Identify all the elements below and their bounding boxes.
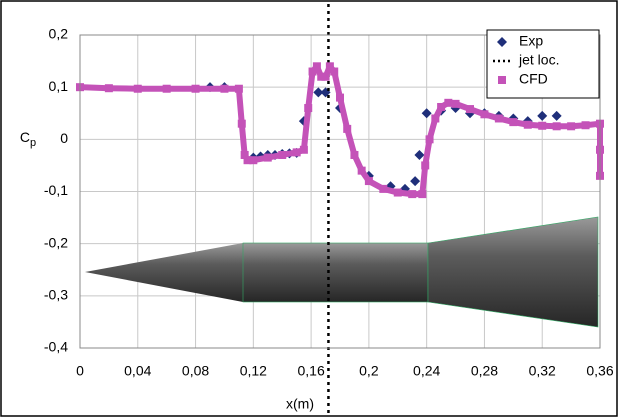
point	[220, 85, 228, 93]
legend-label: Exp	[519, 33, 543, 49]
point	[498, 76, 506, 84]
point	[105, 84, 113, 92]
point	[300, 146, 308, 154]
point	[264, 154, 272, 162]
point	[394, 189, 402, 197]
y-tick-label: 0	[60, 130, 68, 146]
x-tick-label: 0,36	[586, 363, 613, 379]
point	[431, 114, 439, 122]
legend-label: jet loc.	[518, 52, 559, 68]
point	[538, 122, 546, 130]
point	[249, 156, 257, 164]
x-tick-label: 0,04	[124, 363, 151, 379]
point	[192, 85, 200, 93]
x-tick-label: 0,16	[297, 363, 324, 379]
x-tick-label: 0,2	[359, 363, 379, 379]
point	[553, 122, 561, 130]
point	[480, 110, 488, 118]
point	[567, 122, 575, 130]
point	[134, 85, 142, 93]
point	[322, 73, 330, 81]
point	[293, 148, 301, 156]
point	[163, 85, 171, 93]
x-tick-label: 0,12	[240, 363, 267, 379]
x-tick-label: 0,08	[182, 363, 209, 379]
point	[235, 85, 243, 93]
point	[421, 161, 429, 169]
point	[466, 105, 474, 113]
x-tick-label: 0,28	[471, 363, 498, 379]
point	[278, 151, 286, 159]
point	[495, 114, 503, 122]
point	[343, 125, 351, 133]
point	[509, 118, 517, 126]
point	[336, 94, 344, 102]
point	[426, 135, 434, 143]
y-tick-label: 0,1	[49, 78, 69, 94]
point	[365, 177, 373, 185]
point	[358, 167, 366, 175]
point	[452, 100, 460, 108]
y-tick-label: -0,1	[44, 182, 68, 198]
point	[437, 103, 445, 111]
point	[408, 190, 416, 198]
y-tick-label: -0,3	[44, 287, 68, 303]
x-tick-label: 0	[76, 363, 84, 379]
point	[330, 68, 338, 76]
point	[418, 190, 426, 198]
point	[444, 99, 452, 107]
y-tick-label: 0,2	[49, 26, 69, 42]
point	[379, 185, 387, 193]
point	[313, 62, 321, 70]
x-tick-label: 0,32	[529, 363, 556, 379]
legend: Exp jet loc. CFD	[487, 30, 599, 98]
y-tick-label: -0,4	[44, 339, 68, 355]
x-tick-label: 0,24	[413, 363, 440, 379]
point	[304, 104, 312, 112]
point	[524, 121, 532, 129]
y-tick-label: -0,2	[44, 234, 68, 250]
chart: x(m) Cp Expjet loc.CFD 00,040,080,120,16…	[0, 0, 618, 417]
point	[582, 121, 590, 129]
x-axis-label: x(m)	[286, 396, 314, 412]
point	[350, 151, 358, 159]
point	[238, 120, 246, 128]
legend-label: CFD	[519, 71, 548, 87]
